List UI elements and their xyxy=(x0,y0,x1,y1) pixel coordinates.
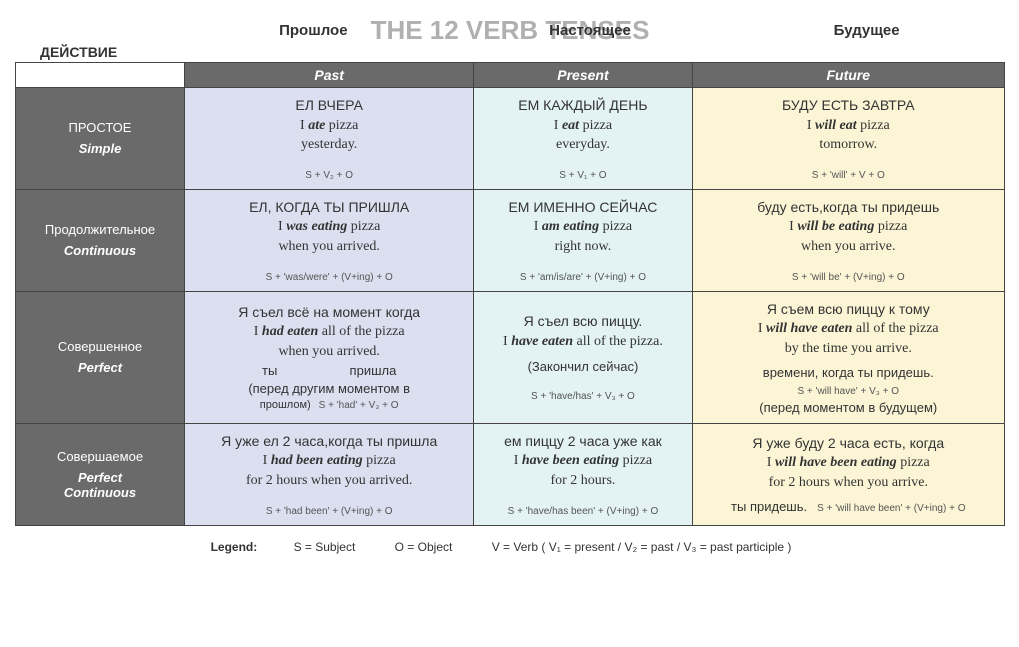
cell-en: I have eaten all of the pizza. xyxy=(480,332,685,352)
cell-0-present: ЕМ КАЖДЫЙ ДЕНЬI eat pizzaeveryday. S + V₁… xyxy=(474,88,692,190)
present-label: Настоящее xyxy=(452,22,729,60)
cell-1-past: ЕЛ, КОГДА ТЫ ПРИШЛАI was eating pizzawhe… xyxy=(185,189,474,291)
cell-formula: S + 'was/were' + (V+ing) + O xyxy=(191,271,467,285)
cell-en: I eat pizza xyxy=(480,116,685,136)
cell-1-present: ЕМ ИМЕННО СЕЙЧАСI am eating pizzaright n… xyxy=(474,189,692,291)
cell-ru: буду есть,когда ты придешь xyxy=(699,198,998,218)
cell-ru: ем пиццу 2 часа уже как xyxy=(480,432,685,452)
corner-cell xyxy=(16,63,185,88)
cell-note3: (перед моментом в будущем) xyxy=(699,399,998,417)
cell-formula: S + 'am/is/are' + (V+ing) + O xyxy=(480,271,685,285)
row-head-en: Perfect xyxy=(20,470,180,485)
tenses-table: Past Present Future ПРОСТОЕ Simple ЕЛ ВЧЕР… xyxy=(15,62,1005,526)
cell-formula: S + 'had been' + (V+ing) + O xyxy=(191,505,467,519)
cell-en2: for 2 hours when you arrive. xyxy=(699,473,998,493)
cell-0-past: ЕЛ ВЧЕРАI ate pizzayesterday. S + V₂ + O xyxy=(185,88,474,190)
cell-ru: БУДУ ЕСТЬ ЗАВТРА xyxy=(699,96,998,116)
cell-note4: прошлом)S + 'had' + V₃ + O xyxy=(191,398,467,413)
row-head-ru: ПРОСТОЕ xyxy=(20,120,180,135)
cell-en2: when you arrived. xyxy=(191,237,467,257)
verb-tenses-chart: THE 12 VERB TENSES ДЕЙСТВИЕ Прошлое Наст… xyxy=(15,15,1005,554)
cell-en: I was eating pizza xyxy=(191,217,467,237)
cell-3-present: ем пиццу 2 часа уже какI have been eatin… xyxy=(474,423,692,525)
cell-formula: S + 'will' + V + O xyxy=(699,169,998,183)
cell-ru: ЕЛ ВЧЕРА xyxy=(191,96,467,116)
row-head-ru: Совершенное xyxy=(20,339,180,354)
row-head-en: Continuous xyxy=(20,243,180,258)
cell-note: времени, когда ты придешь. xyxy=(699,364,998,382)
cell-formula: S + V₁ + O xyxy=(480,169,685,183)
cell-en: I ate pizza xyxy=(191,116,467,136)
cell-formula: S + 'have/has been' + (V+ing) + O xyxy=(480,505,685,519)
cell-ru: Я уже ел 2 часа,когда ты пришла xyxy=(191,432,467,452)
legend: Legend: S = Subject O = Object V = Verb … xyxy=(15,540,1005,554)
legend-label: Legend: xyxy=(211,540,258,554)
cell-ru: Я съем всю пиццу к тому xyxy=(699,300,998,320)
cell-en: I will be eating pizza xyxy=(699,217,998,237)
cell-2-future: Я съем всю пиццу к томуI will have eaten… xyxy=(692,291,1004,423)
cell-ru: Я съел всю пиццу. xyxy=(480,312,685,332)
col-head-present: Present xyxy=(474,63,692,88)
cell-en: I am eating pizza xyxy=(480,217,685,237)
cell-en: I will have eaten all of the pizza xyxy=(699,319,998,339)
row-head-1: Продолжительное Continuous xyxy=(16,189,185,291)
cell-note: (Закончил сейчас) xyxy=(480,358,685,376)
legend-v: V = Verb ( V₁ = present / V₂ = past / V₃… xyxy=(492,540,792,554)
row-head-ru: Совершаемое xyxy=(20,449,180,464)
cell-2-past: Я съел всё на момент когдаI had eaten al… xyxy=(185,291,474,423)
row-head-2: Совершенное Perfect xyxy=(16,291,185,423)
past-label: Прошлое xyxy=(175,22,452,60)
cell-formula: S + V₂ + O xyxy=(191,169,467,183)
cell-en2: tomorrow. xyxy=(699,135,998,155)
row-head-en: Perfect xyxy=(20,360,180,375)
cell-en2: right now. xyxy=(480,237,685,257)
cell-en: I will eat pizza xyxy=(699,116,998,136)
cell-3-past: Я уже ел 2 часа,когда ты пришлаI had bee… xyxy=(185,423,474,525)
row-head-ru: Продолжительное xyxy=(20,222,180,237)
cell-en: I will have been eating pizza xyxy=(699,453,998,473)
row-head-en2: Continuous xyxy=(20,485,180,500)
cell-2-present: Я съел всю пиццу.I have eaten all of the… xyxy=(474,291,692,423)
cell-en: I had been eating pizza xyxy=(191,451,467,471)
cell-ru: ЕМ ИМЕННО СЕЙЧАС xyxy=(480,198,685,218)
cell-formula: S + 'will have' + V₃ + O xyxy=(699,385,998,399)
cell-en2: everyday. xyxy=(480,135,685,155)
col-head-past: Past xyxy=(185,63,474,88)
cell-en: I have been eating pizza xyxy=(480,451,685,471)
cell-en: I had eaten all of the pizza xyxy=(191,322,467,342)
cell-note3: (перед другим моментом в xyxy=(191,380,467,398)
action-label: ДЕЙСТВИЕ xyxy=(15,22,175,60)
cell-ru: ЕЛ, КОГДА ТЫ ПРИШЛА xyxy=(191,198,467,218)
cell-ru: Я съел всё на момент когда xyxy=(191,303,467,323)
cell-ru: Я уже буду 2 часа есть, когда xyxy=(699,434,998,454)
cell-en2: yesterday. xyxy=(191,135,467,155)
row-head-en: Simple xyxy=(20,141,180,156)
cell-ru: ЕМ КАЖДЫЙ ДЕНЬ xyxy=(480,96,685,116)
cell-en2: by the time you arrive. xyxy=(699,339,998,359)
cell-0-future: БУДУ ЕСТЬ ЗАВТРАI will eat pizzatomorrow… xyxy=(692,88,1004,190)
legend-o: O = Object xyxy=(395,540,453,554)
top-labels-row: ДЕЙСТВИЕ Прошлое Настоящее Будущее xyxy=(15,22,1005,60)
cell-note: ты пришла xyxy=(191,362,467,380)
cell-note: ты придешь.S + 'will have been' + (V+ing… xyxy=(699,498,998,516)
col-head-future: Future xyxy=(692,63,1004,88)
cell-formula: S + 'have/has' + V₃ + O xyxy=(480,390,685,404)
legend-s: S = Subject xyxy=(294,540,356,554)
row-head-0: ПРОСТОЕ Simple xyxy=(16,88,185,190)
future-label: Будущее xyxy=(728,22,1005,60)
cell-3-future: Я уже буду 2 часа есть, когдаI will have… xyxy=(692,423,1004,525)
cell-en2: when you arrived. xyxy=(191,342,467,362)
cell-formula: S + 'will be' + (V+ing) + O xyxy=(699,271,998,285)
cell-1-future: буду есть,когда ты придешьI will be eati… xyxy=(692,189,1004,291)
cell-en2: for 2 hours when you arrived. xyxy=(191,471,467,491)
row-head-3: Совершаемое PerfectContinuous xyxy=(16,423,185,525)
cell-en2: when you arrive. xyxy=(699,237,998,257)
cell-en2: for 2 hours. xyxy=(480,471,685,491)
